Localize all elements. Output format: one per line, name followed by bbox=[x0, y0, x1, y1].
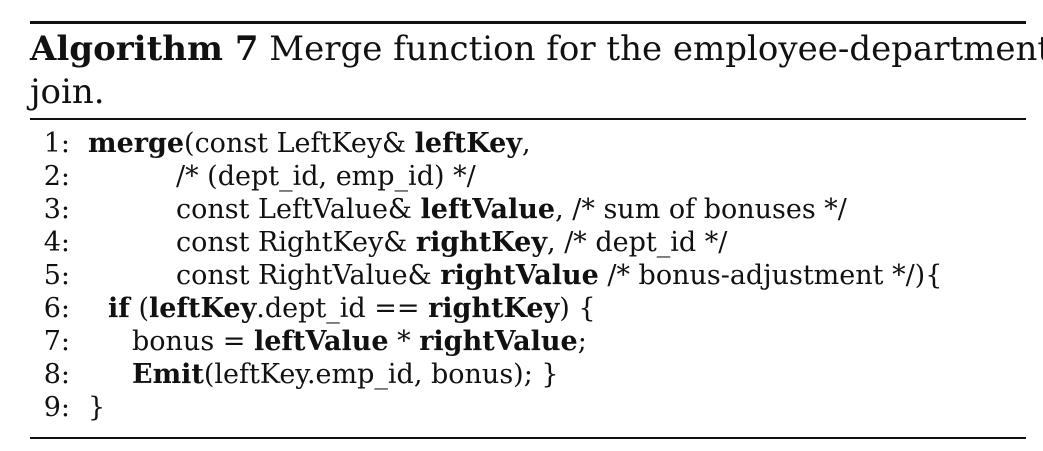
code-keyword: leftKey bbox=[414, 128, 522, 159]
line-number: 3: bbox=[43, 194, 70, 225]
code-keyword: rightKey bbox=[428, 293, 560, 324]
code-fragment: /* (dept_id, emp_id) */ bbox=[176, 161, 476, 192]
code-line: 4: const RightKey& rightKey, /* dept_id *… bbox=[34, 226, 1034, 259]
code-fragment: , /* sum of bonuses */ bbox=[555, 194, 847, 225]
code-text: } bbox=[88, 391, 105, 424]
code-fragment: , bbox=[521, 128, 531, 159]
line-number: 5: bbox=[43, 260, 70, 291]
code-fragment: const LeftValue& bbox=[176, 194, 421, 225]
code-text: bonus = leftValue * rightValue; bbox=[132, 325, 587, 358]
code-text: Emit(leftKey.emp_id, bonus); } bbox=[132, 358, 559, 391]
code-keyword: Emit bbox=[132, 359, 204, 390]
code-fragment: (leftKey.emp_id, bonus); } bbox=[203, 359, 559, 390]
algorithm-label: Algorithm 7 bbox=[30, 29, 259, 69]
code-keyword: rightValue bbox=[440, 260, 599, 291]
code-fragment: , /* dept_id */ bbox=[547, 227, 728, 258]
code-line: 1: merge(const LeftKey& leftKey, bbox=[34, 127, 1034, 160]
code-keyword: if bbox=[108, 293, 130, 324]
line-number: 7: bbox=[43, 326, 70, 357]
line-number: 8: bbox=[43, 359, 70, 390]
code-keyword: leftKey bbox=[149, 293, 257, 324]
top-rule bbox=[30, 21, 1026, 24]
code-keyword: leftValue bbox=[420, 194, 556, 225]
code-text: merge(const LeftKey& leftKey, bbox=[88, 127, 531, 160]
code-line: 6: if (leftKey.dept_id == rightKey) { bbox=[34, 292, 1034, 325]
bottom-rule bbox=[30, 437, 1026, 439]
code-line: 3: const LeftValue& leftValue, /* sum of … bbox=[34, 193, 1034, 226]
caption-rule bbox=[30, 118, 1026, 120]
code-line: 8: Emit(leftKey.emp_id, bonus); } bbox=[34, 358, 1034, 391]
line-number: 4: bbox=[43, 227, 70, 258]
line-number: 1: bbox=[43, 128, 70, 159]
algorithm-caption: Algorithm 7 Merge function for the emplo… bbox=[30, 28, 1043, 114]
code-fragment: bonus = bbox=[132, 326, 254, 357]
code-text: const RightValue& rightValue /* bonus-ad… bbox=[176, 259, 942, 292]
line-number: 9: bbox=[43, 392, 70, 423]
caption-line-1: Algorithm 7 Merge function for the emplo… bbox=[30, 28, 1043, 71]
algorithm-body: 1: merge(const LeftKey& leftKey, 2: /* (de… bbox=[34, 127, 1034, 424]
code-text: const RightKey& rightKey, /* dept_id */ bbox=[176, 226, 727, 259]
code-line: 2: /* (dept_id, emp_id) */ bbox=[34, 160, 1034, 193]
line-number: 6: bbox=[43, 293, 70, 324]
line-number: 2: bbox=[43, 161, 70, 192]
code-line: 7: bonus = leftValue * rightValue; bbox=[34, 325, 1034, 358]
code-fragment: ; bbox=[577, 326, 587, 357]
code-fragment: } bbox=[88, 392, 106, 423]
caption-line-2: join. bbox=[30, 72, 105, 112]
code-fragment: .dept_id == bbox=[256, 293, 429, 324]
code-keyword: rightKey bbox=[415, 227, 548, 258]
code-keyword: leftValue bbox=[253, 326, 389, 357]
code-fragment: /* bonus-adjustment */){ bbox=[598, 260, 943, 291]
caption-title: Merge function for the employee-departme… bbox=[258, 29, 1043, 69]
code-keyword: merge bbox=[88, 128, 185, 159]
code-keyword: rightValue bbox=[419, 326, 578, 357]
code-fragment: (const LeftKey& bbox=[184, 128, 415, 159]
code-fragment: const RightValue& bbox=[176, 260, 441, 291]
code-fragment: ) { bbox=[559, 293, 596, 324]
code-text: if (leftKey.dept_id == rightKey) { bbox=[108, 292, 596, 325]
code-text: /* (dept_id, emp_id) */ bbox=[176, 160, 476, 193]
code-fragment: ( bbox=[129, 293, 149, 324]
code-fragment: const RightKey& bbox=[176, 227, 416, 258]
code-fragment: * bbox=[388, 326, 420, 357]
code-line: 5: const RightValue& rightValue /* bonus-… bbox=[34, 259, 1034, 292]
code-line: 9:} bbox=[34, 391, 1034, 424]
code-text: const LeftValue& leftValue, /* sum of bo… bbox=[176, 193, 847, 226]
